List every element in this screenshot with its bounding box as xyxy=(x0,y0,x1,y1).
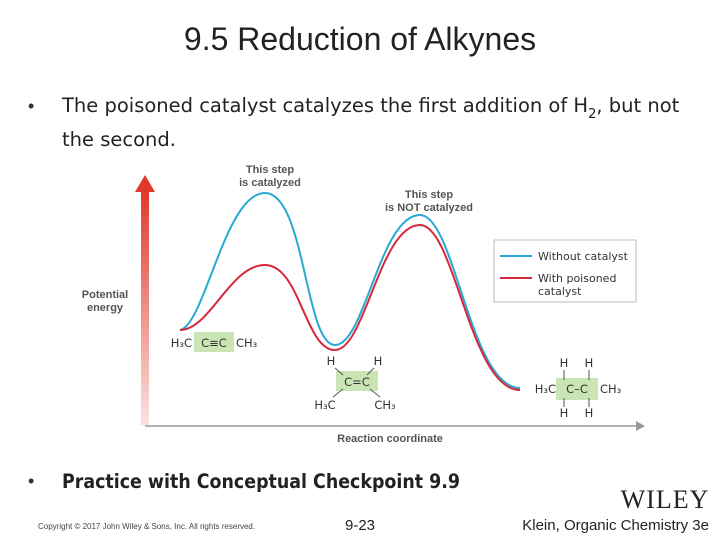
annotation: is NOT catalyzed xyxy=(385,202,473,214)
chem-label: CH₃ xyxy=(236,336,258,350)
subscript: 2 xyxy=(588,107,596,122)
bond xyxy=(366,367,375,376)
annotation: This step xyxy=(405,189,454,201)
page-number: 9-23 xyxy=(345,517,375,534)
bullet-text-wrap: the second. xyxy=(62,128,176,151)
annotation: This step xyxy=(246,164,295,176)
legend-label: With poisoned xyxy=(538,272,616,285)
publisher-logo: WILEY xyxy=(621,485,710,514)
arrow-head xyxy=(135,175,155,192)
text: , but not xyxy=(596,94,679,117)
bullet: • xyxy=(28,471,34,491)
energy-curve xyxy=(179,223,521,391)
chem-label: C–C xyxy=(566,382,588,396)
chem-label: H₃C xyxy=(535,382,556,396)
chem-label: C≡C xyxy=(201,336,227,350)
bullet-text: Practice with Conceptual Checkpoint 9.9 xyxy=(62,470,460,493)
legend-label: Without catalyst xyxy=(538,250,629,263)
highlight xyxy=(336,371,378,391)
y-axis-label: Potential xyxy=(82,289,128,301)
bullet-text: The poisoned catalyst catalyzes the firs… xyxy=(61,94,680,122)
bond xyxy=(334,367,344,376)
bullet: • xyxy=(28,96,34,116)
bond xyxy=(369,388,381,398)
x-axis-label: Reaction coordinate xyxy=(337,433,443,445)
chem-label: H₃C xyxy=(171,336,192,350)
chem-label: H xyxy=(585,356,594,370)
annotation: is catalyzed xyxy=(239,177,301,189)
chem-label: CH₃ xyxy=(600,382,622,396)
copyright: Copyright © 2017 John Wiley & Sons, Inc.… xyxy=(38,522,255,531)
slide-title: 9.5 Reduction of Alkynes xyxy=(184,21,536,57)
legend xyxy=(493,239,637,303)
highlight xyxy=(194,332,234,352)
energy-arrow xyxy=(141,190,149,425)
highlight xyxy=(556,378,598,400)
chem-label: CH₃ xyxy=(374,398,396,412)
book-title: Klein, Organic Chemistry 3e xyxy=(522,517,709,534)
y-axis-label: energy xyxy=(87,302,124,314)
chem-label: C=C xyxy=(344,375,370,389)
arrow-head xyxy=(636,421,645,431)
chem-label: H xyxy=(327,354,336,368)
energy-curve xyxy=(179,191,521,389)
chem-label: H xyxy=(585,406,594,420)
legend-label: catalyst xyxy=(538,285,582,298)
chem-label: H xyxy=(560,406,569,420)
bond xyxy=(332,388,344,398)
text: The poisoned catalyst catalyzes the firs… xyxy=(61,94,588,117)
chem-label: H xyxy=(374,354,383,368)
chem-label: H₃C xyxy=(314,398,335,412)
chem-label: H xyxy=(560,356,569,370)
